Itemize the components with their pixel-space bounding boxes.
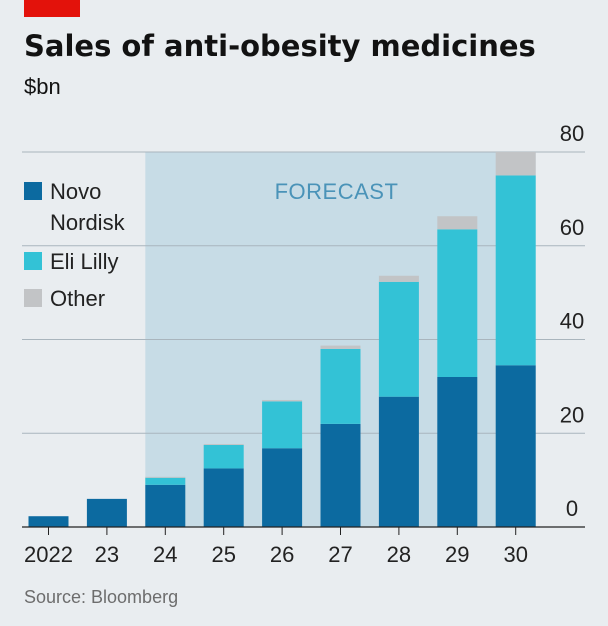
legend-label: Novo (50, 179, 101, 204)
y-tick-label: 40 (560, 309, 584, 334)
legend-label: Other (50, 286, 105, 311)
bar-novo-nordisk (495, 365, 536, 527)
x-tick-label: 25 (211, 542, 235, 567)
bar-eli-lilly (495, 175, 536, 366)
bar-novo-nordisk (145, 484, 186, 527)
x-tick-label: 27 (328, 542, 352, 567)
bar-other (203, 444, 244, 445)
x-tick-label: 30 (503, 542, 527, 567)
y-tick-label: 60 (560, 215, 584, 240)
legend-label: Nordisk (50, 210, 126, 235)
bar-novo-nordisk (320, 423, 361, 527)
y-tick-label: 20 (560, 402, 584, 427)
bar-novo-nordisk (203, 468, 244, 527)
brand-tag (24, 0, 80, 17)
bar-other (320, 345, 361, 349)
bar-other (262, 399, 303, 402)
forecast-label: FORECAST (275, 179, 399, 204)
bar-eli-lilly (437, 229, 478, 377)
bar-novo-nordisk (437, 377, 478, 527)
y-tick-label: 0 (566, 496, 578, 521)
bar-other (145, 476, 186, 478)
bar-eli-lilly (320, 348, 361, 424)
bar-other (495, 152, 536, 176)
bar-eli-lilly (378, 281, 419, 397)
bar-eli-lilly (203, 444, 244, 469)
bar-novo-nordisk (86, 498, 127, 527)
y-tick-label: 80 (560, 121, 584, 146)
bar-novo-nordisk (378, 396, 419, 527)
bar-eli-lilly (262, 401, 303, 449)
x-tick-label: 2022 (24, 542, 73, 567)
plot-area: FORECAST 0 20 40 60 80 2022 23 24 25 26 27 28 29 30 Nov… (22, 121, 585, 567)
bar-eli-lilly (145, 477, 186, 485)
legend-swatch-other (24, 289, 42, 307)
chart-title: Sales of anti-obesity medicines (24, 29, 536, 63)
legend-swatch-novo-nordisk (24, 182, 42, 200)
x-tick-label: 23 (95, 542, 119, 567)
legend-label: Eli Lilly (50, 249, 118, 274)
x-tick-label: 28 (387, 542, 411, 567)
source-note: Source: Bloomberg (24, 587, 178, 607)
bar-other (437, 216, 478, 230)
unit-label: $bn (24, 74, 61, 99)
bar-other (378, 275, 419, 282)
bar-novo-nordisk (262, 448, 303, 527)
bar-novo-nordisk (28, 516, 69, 527)
legend-swatch-eli-lilly (24, 252, 42, 270)
x-tick-label: 26 (270, 542, 294, 567)
x-tick-label: 24 (153, 542, 177, 567)
x-tick-label: 29 (445, 542, 469, 567)
